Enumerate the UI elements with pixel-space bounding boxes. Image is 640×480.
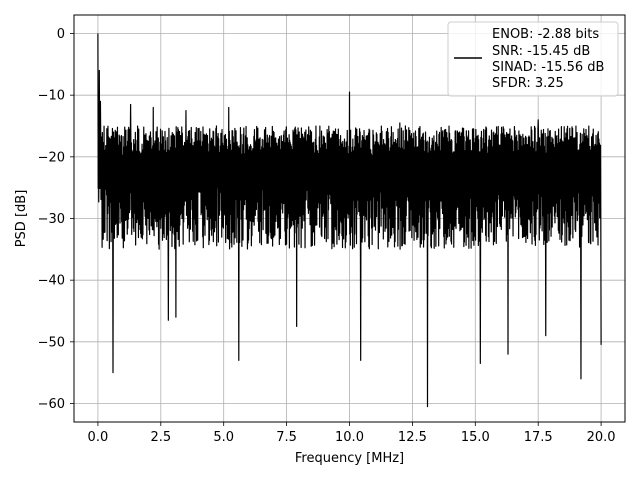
x-axis-label: Frequency [MHz] — [295, 451, 404, 466]
y-tick-label: −20 — [38, 150, 65, 165]
ticks: 0.0 2.5 5.0 7.5 10.0 12.5 15.0 17.5 20.0 0 −10 −20 −… — [38, 27, 616, 445]
legend-entry-enob: ENOB: -2.88 bits — [492, 27, 599, 42]
x-tick-label: 0.0 — [88, 430, 109, 445]
x-tick-label: 10.0 — [335, 430, 364, 445]
series-layer — [97, 33, 602, 408]
x-tick-label: 17.5 — [524, 430, 553, 445]
y-tick-label: −40 — [38, 274, 65, 289]
legend-box — [447, 21, 619, 97]
x-tick-label: 7.5 — [276, 430, 297, 445]
y-tick-label: 0 — [57, 27, 65, 42]
x-tick-label: 20.0 — [587, 430, 616, 445]
y-tick-label: −10 — [38, 89, 65, 104]
legend-entry-snr: SNR: -15.45 dB — [492, 44, 590, 59]
y-tick-label: −60 — [38, 397, 65, 412]
legend-entry-sfdr: SFDR: 3.25 — [492, 76, 564, 91]
x-tick-label: 2.5 — [150, 430, 171, 445]
y-tick-label: −30 — [38, 212, 65, 227]
x-tick-label: 15.0 — [461, 430, 490, 445]
psd-trace — [97, 33, 602, 408]
x-tick-label: 5.0 — [213, 430, 234, 445]
y-tick-label: −50 — [38, 335, 65, 350]
x-tick-label: 12.5 — [398, 430, 427, 445]
legend-entry-sinad: SINAD: -15.56 dB — [492, 60, 604, 75]
y-axis-label: PSD [dB] — [14, 190, 29, 248]
legend: ENOB: -2.88 bits SNR: -15.45 dB SINAD: -… — [447, 21, 619, 97]
